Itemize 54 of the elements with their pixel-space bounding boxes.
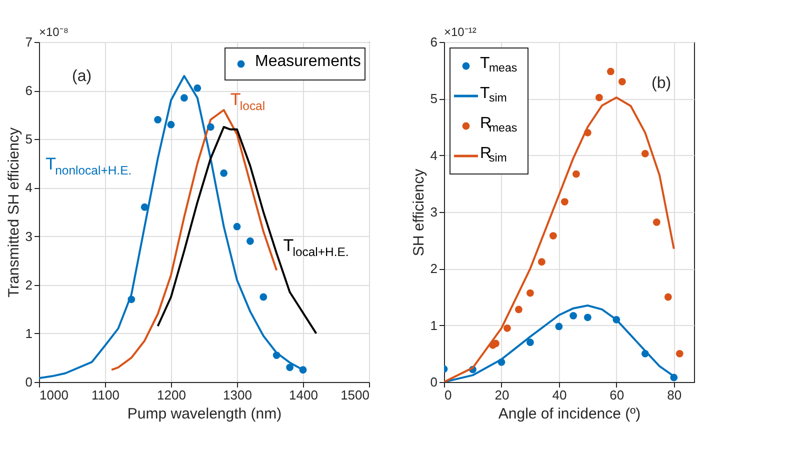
point — [492, 340, 500, 348]
y-tick-label: 1 — [25, 326, 32, 341]
point — [606, 68, 614, 76]
x-tick-label: 20 — [494, 388, 510, 402]
y-tick-label: 5 — [25, 132, 32, 147]
x-tick-label: 1500 — [340, 388, 370, 402]
y-tick-label: 6 — [25, 83, 32, 98]
point — [555, 322, 563, 330]
y-axis-title: SH efficiency — [410, 168, 428, 256]
point — [584, 314, 592, 322]
point — [560, 198, 568, 206]
y-tick-label: 5 — [430, 91, 438, 106]
y-axis-title: Transmitted SH efficiency — [5, 126, 22, 298]
x-axis-title: Angle of incidence (º) — [498, 406, 641, 422]
y-tick-label: 0 — [25, 374, 32, 390]
x-tick-label: 0 — [444, 388, 452, 402]
point — [595, 94, 603, 102]
x-tick-label: 60 — [610, 388, 624, 402]
text: ×10⁻¹² — [444, 25, 476, 39]
point — [618, 78, 626, 86]
y-tick-label: 3 — [25, 228, 32, 244]
x-tick-label: 1200 — [157, 388, 186, 402]
y-tick-label: 0 — [430, 374, 438, 390]
x-tick-label: 1000 — [40, 388, 68, 402]
point — [526, 338, 534, 346]
y-tick-label: 6 — [430, 34, 438, 50]
y-tick-label: 7 — [25, 34, 32, 50]
text: ×10⁻⁸ — [39, 25, 68, 39]
point — [676, 350, 684, 358]
y-tick-label: 4 — [25, 180, 32, 196]
point — [504, 324, 511, 332]
legend-label: Measurements — [255, 53, 361, 70]
point — [664, 293, 672, 301]
point — [549, 232, 557, 240]
y-tick-label: 2 — [430, 261, 438, 276]
x-tick-label: 1400 — [289, 388, 318, 402]
point — [652, 218, 660, 226]
point — [570, 312, 578, 320]
point — [538, 258, 546, 266]
point — [572, 170, 580, 178]
x-tick-label: 1300 — [223, 388, 252, 402]
x-axis-title: Pump wavelength (nm) — [127, 406, 282, 422]
y-tick-label: 4 — [430, 148, 438, 163]
x-tick-label: 1100 — [92, 388, 120, 402]
annotation: (b) — [652, 74, 672, 92]
point — [526, 289, 534, 297]
y-tick-label: 2 — [25, 277, 32, 292]
x-tick-label: 40 — [552, 388, 567, 402]
y-tick-label: 3 — [430, 204, 438, 220]
x-tick-label: 80 — [667, 388, 682, 402]
annotation: (a) — [72, 68, 92, 85]
point — [641, 150, 649, 158]
point — [515, 306, 522, 314]
y-tick-label: 1 — [430, 318, 438, 333]
